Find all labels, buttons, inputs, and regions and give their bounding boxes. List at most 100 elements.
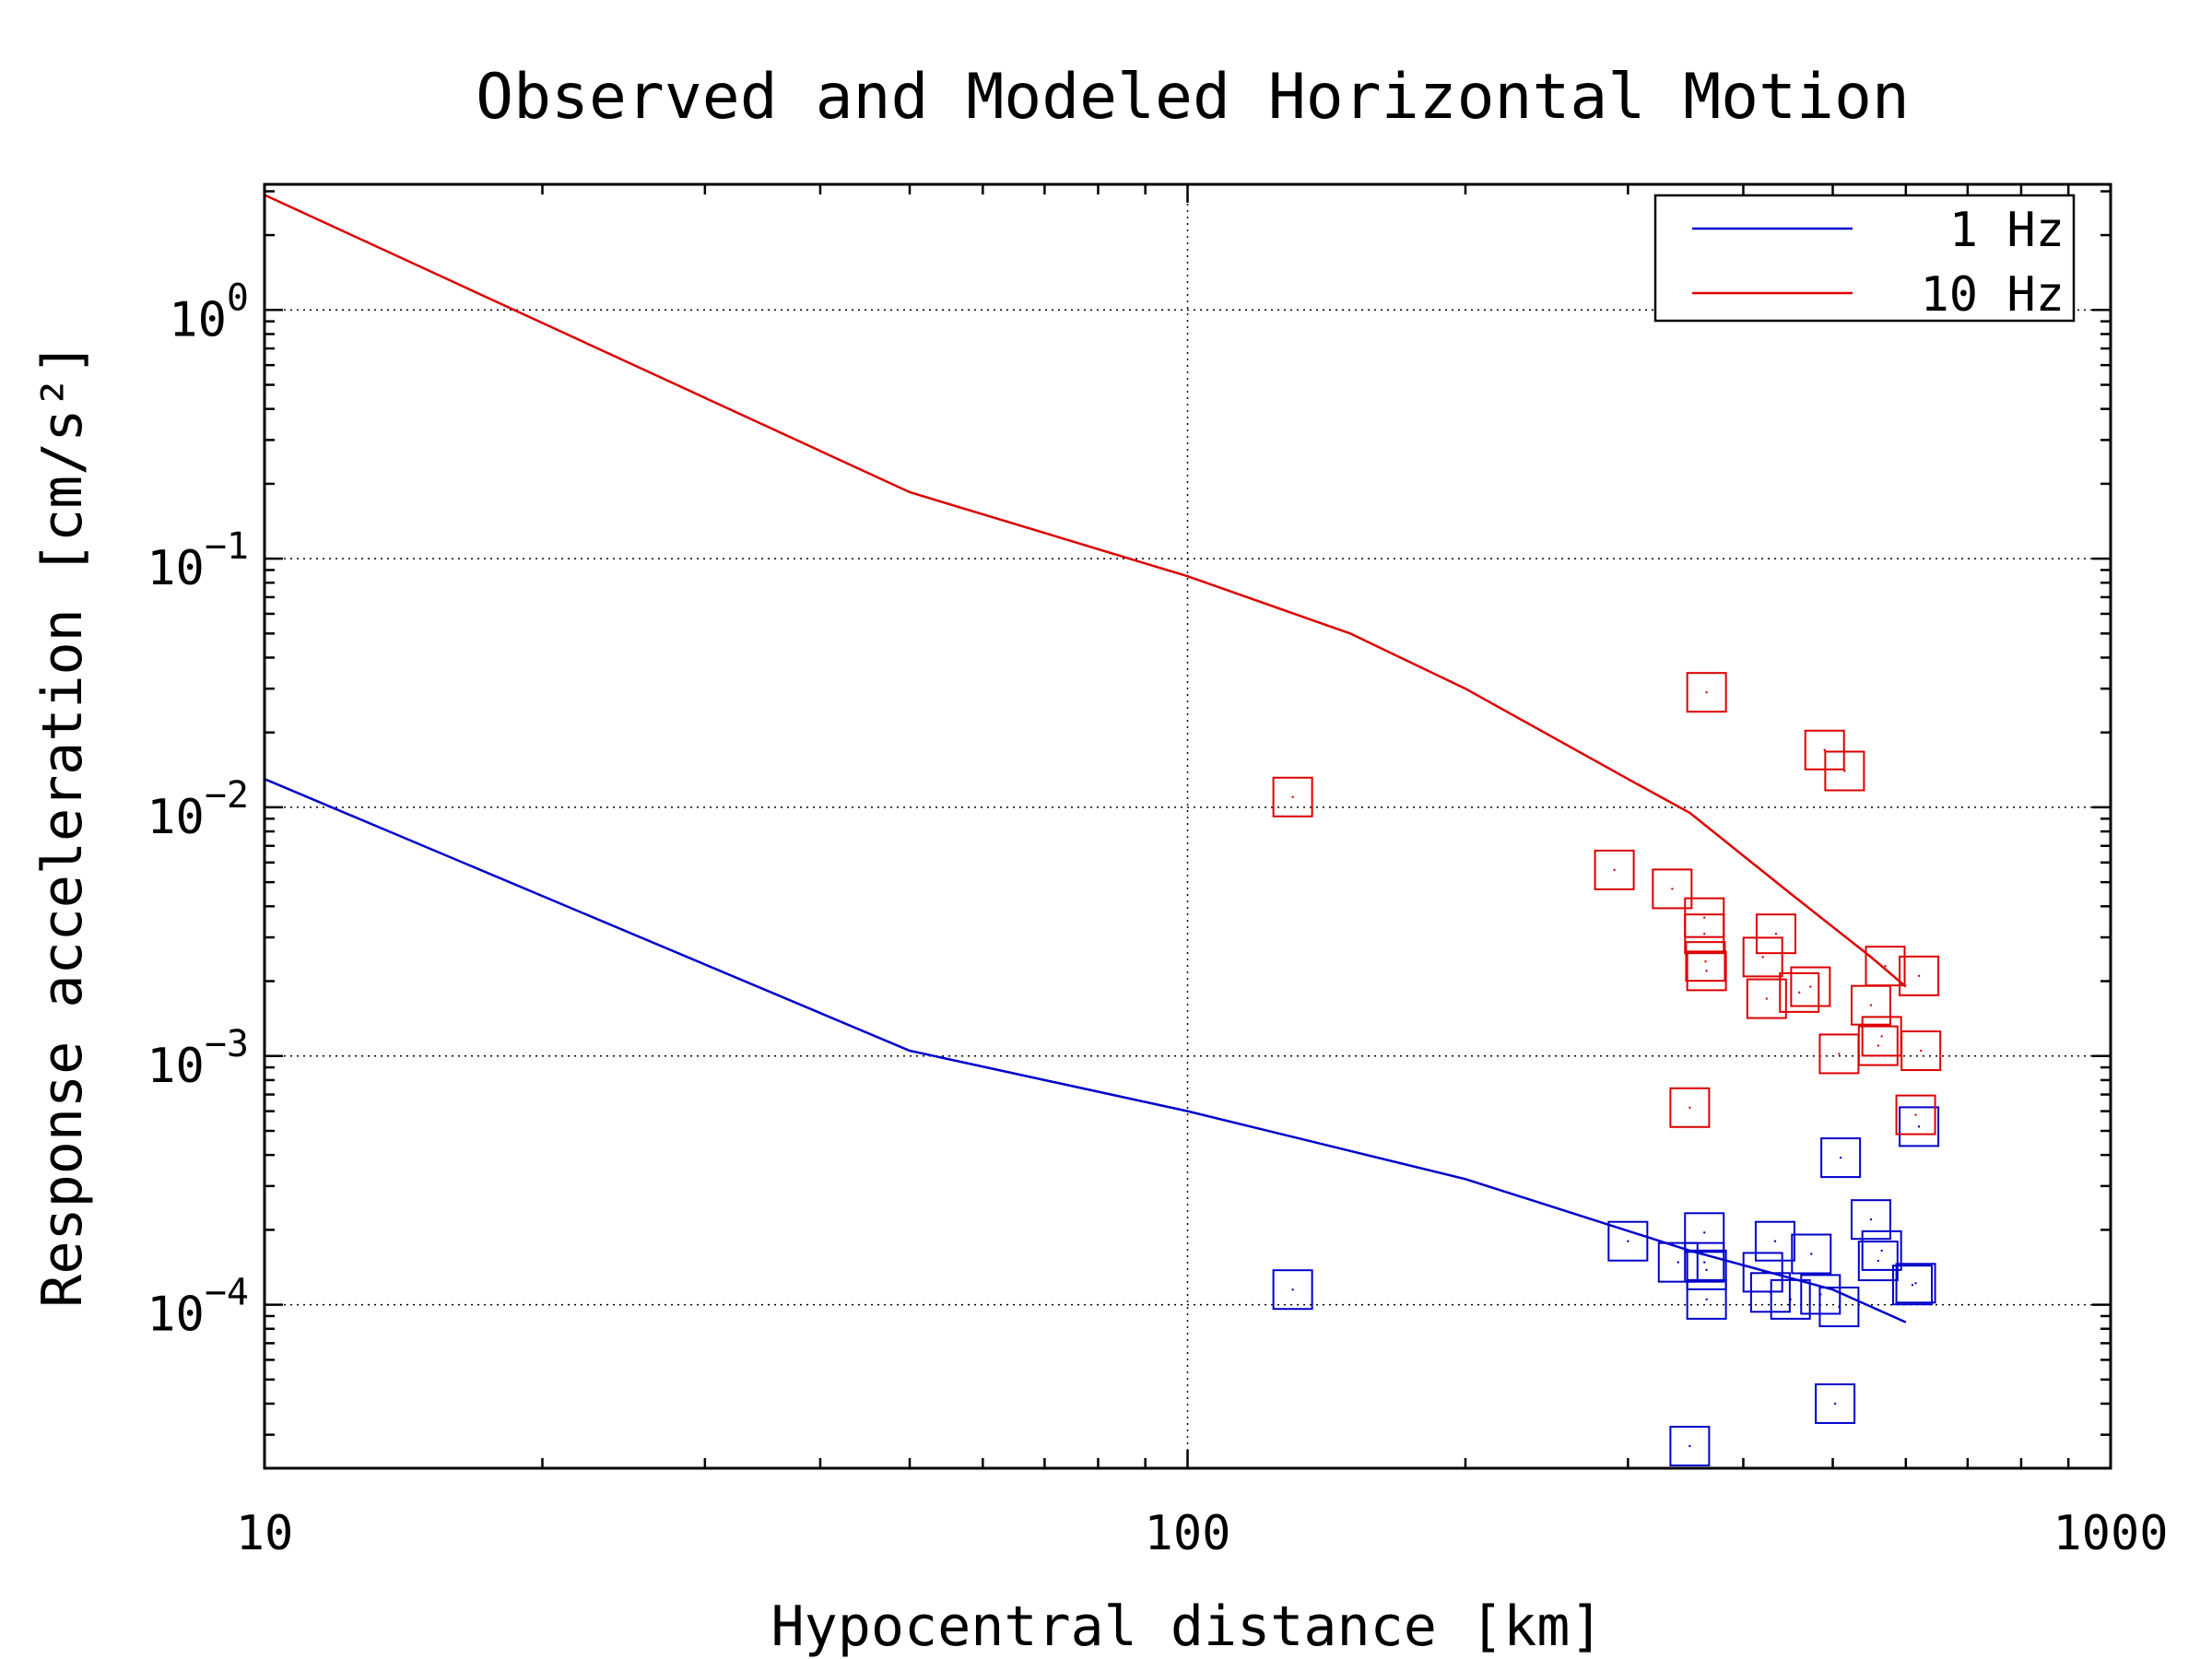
observed-point-center-10-hz bbox=[1613, 868, 1616, 872]
observed-point-center-1-hz bbox=[1677, 1261, 1679, 1264]
observed-point-center-10-hz bbox=[1688, 1106, 1691, 1109]
chart-title: Observed and Modeled Horizontal Motion bbox=[476, 61, 1910, 134]
y-axis-label: Response acceleration [cm/s²] bbox=[30, 342, 95, 1308]
grid-lines bbox=[265, 184, 2111, 1468]
observed-point-center-10-hz bbox=[1809, 985, 1812, 988]
observed-point-10-hz bbox=[1899, 955, 1940, 996]
observed-point-center-1-hz bbox=[1869, 1218, 1873, 1221]
observed-point-center-1-hz bbox=[1810, 1253, 1813, 1255]
y-tick-label: 10−1 bbox=[147, 525, 249, 596]
observed-point-10-hz bbox=[1652, 868, 1693, 910]
observed-point-1-hz bbox=[1684, 1241, 1725, 1283]
model-line-10-hz bbox=[264, 194, 1907, 988]
observed-point-1-hz bbox=[1607, 1220, 1649, 1262]
legend-label-1-hz: 1 Hz bbox=[1949, 203, 2065, 258]
observed-point-10-hz bbox=[1755, 913, 1796, 955]
observed-point-10-hz bbox=[1900, 1030, 1942, 1072]
observed-point-10-hz bbox=[1824, 750, 1865, 792]
observed-point-center-1-hz bbox=[1917, 1125, 1921, 1128]
observed-point-1-hz bbox=[1657, 1241, 1699, 1283]
observed-point-center-1-hz bbox=[1703, 1261, 1706, 1264]
observed-point-10-hz bbox=[1865, 946, 1906, 987]
y-tick-label: 10−3 bbox=[147, 1023, 249, 1094]
x-tick-label: 1000 bbox=[2053, 1506, 2168, 1561]
observed-point-center-10-hz bbox=[1671, 888, 1674, 890]
observed-point-center-10-hz bbox=[1823, 748, 1826, 751]
observed-point-center-1-hz bbox=[1688, 1444, 1691, 1448]
observed-point-10-hz bbox=[1686, 950, 1727, 992]
observed-point-center-1-hz bbox=[1839, 1156, 1842, 1159]
y-tick-label: 10−2 bbox=[147, 774, 249, 845]
observed-point-1-hz bbox=[1895, 1263, 1936, 1304]
observed-point-center-1-hz bbox=[1877, 1259, 1880, 1263]
observed-point-center-1-hz bbox=[1627, 1240, 1630, 1242]
observed-point-1-hz bbox=[1272, 1269, 1313, 1311]
observed-point-center-1-hz bbox=[1705, 1268, 1708, 1272]
observed-point-1-hz bbox=[1669, 1426, 1711, 1467]
observed-point-center-1-hz bbox=[1291, 1288, 1294, 1291]
observed-point-1-hz bbox=[1791, 1233, 1832, 1275]
observed-point-1-hz bbox=[1815, 1382, 1856, 1424]
y-tick-label: 10−4 bbox=[147, 1272, 249, 1343]
observed-point-center-1-hz bbox=[1914, 1282, 1917, 1285]
observed-point-1-hz bbox=[1892, 1265, 1934, 1306]
observed-point-center-10-hz bbox=[1765, 997, 1769, 1000]
observed-point-center-1-hz bbox=[1838, 1305, 1841, 1309]
observed-point-10-hz bbox=[1669, 1087, 1711, 1128]
observed-point-center-10-hz bbox=[1704, 959, 1707, 963]
series-layer bbox=[264, 194, 1942, 1467]
observed-point-10-hz bbox=[1857, 1025, 1899, 1066]
observed-point-1-hz bbox=[1850, 1199, 1891, 1241]
observed-point-center-10-hz bbox=[1761, 956, 1764, 959]
observed-point-center-1-hz bbox=[1703, 1231, 1706, 1234]
observed-point-10-hz bbox=[1742, 936, 1783, 978]
observed-point-1-hz bbox=[1684, 1212, 1725, 1253]
observed-point-center-10-hz bbox=[1838, 1053, 1841, 1055]
observed-point-1-hz bbox=[1861, 1230, 1902, 1271]
observed-point-10-hz bbox=[1272, 776, 1313, 818]
observed-point-10-hz bbox=[1746, 978, 1787, 1019]
observed-point-1-hz bbox=[1770, 1278, 1811, 1320]
observed-point-center-10-hz bbox=[1703, 932, 1706, 935]
observed-point-center-1-hz bbox=[1911, 1284, 1914, 1287]
observed-point-center-10-hz bbox=[1880, 1035, 1883, 1038]
observed-point-center-10-hz bbox=[1884, 964, 1887, 968]
observed-point-10-hz bbox=[1790, 966, 1831, 1007]
observed-point-center-1-hz bbox=[1789, 1298, 1792, 1301]
tick-marks bbox=[263, 184, 2111, 1468]
observed-point-10-hz bbox=[1895, 1094, 1936, 1135]
observed-point-center-1-hz bbox=[1773, 1240, 1777, 1242]
observed-point-10-hz bbox=[1594, 849, 1635, 890]
observed-point-10-hz bbox=[1779, 971, 1820, 1013]
observed-point-10-hz bbox=[1684, 913, 1725, 955]
observed-point-center-10-hz bbox=[1843, 770, 1846, 772]
observed-point-1-hz bbox=[1686, 1278, 1727, 1320]
observed-point-center-10-hz bbox=[1705, 970, 1708, 972]
observed-point-center-1-hz bbox=[1705, 1298, 1708, 1301]
x-axis-label: Hypocentral distance [km] bbox=[771, 1594, 1603, 1659]
legend: 1 Hz 10 Hz bbox=[1653, 194, 2076, 323]
observed-point-center-10-hz bbox=[1914, 1113, 1917, 1116]
y-tick-label: 100 bbox=[169, 276, 249, 347]
x-tick-label: 10 bbox=[236, 1506, 294, 1561]
observed-point-center-1-hz bbox=[1833, 1402, 1837, 1406]
observed-point-center-1-hz bbox=[1880, 1249, 1883, 1253]
observed-point-center-10-hz bbox=[1774, 932, 1778, 935]
model-line-1-hz bbox=[264, 778, 1907, 1324]
observed-point-center-10-hz bbox=[1869, 1004, 1873, 1006]
observed-point-1-hz bbox=[1818, 1286, 1860, 1327]
legend-box bbox=[1653, 194, 2076, 323]
observed-point-center-10-hz bbox=[1877, 1044, 1880, 1047]
observed-point-1-hz bbox=[1754, 1220, 1795, 1262]
observed-point-center-10-hz bbox=[1919, 1049, 1923, 1053]
observed-point-center-10-hz bbox=[1917, 974, 1921, 978]
tick-labels: 10 100 1000 10−4 10−3 10−2 10−1 100 bbox=[147, 276, 2168, 1561]
observed-point-1-hz bbox=[1899, 1106, 1940, 1147]
observed-point-10-hz bbox=[1686, 672, 1727, 713]
observed-point-center-10-hz bbox=[1705, 690, 1708, 694]
x-tick-label: 100 bbox=[1145, 1506, 1231, 1561]
observed-point-center-10-hz bbox=[1291, 795, 1294, 798]
observed-point-center-10-hz bbox=[1798, 991, 1801, 994]
observed-point-center-10-hz bbox=[1703, 916, 1706, 919]
